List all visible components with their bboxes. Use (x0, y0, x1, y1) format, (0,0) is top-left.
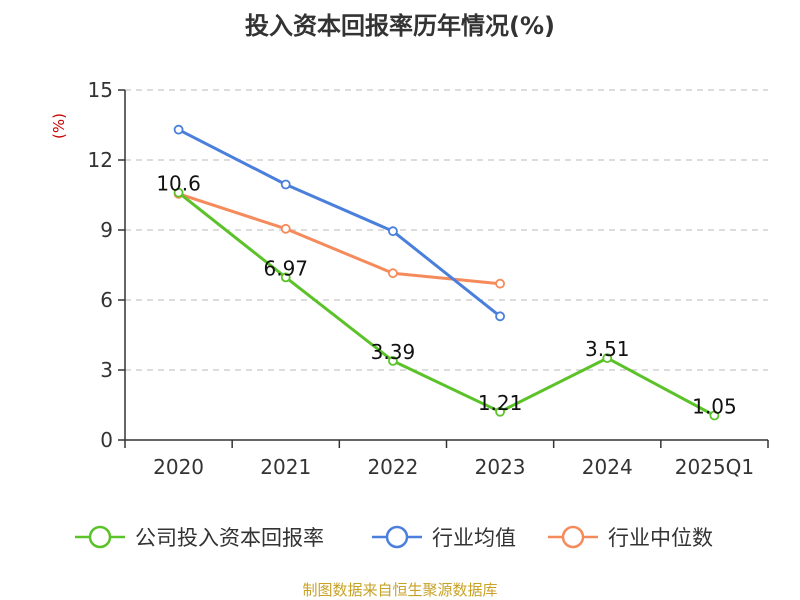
source-note: 制图数据来自恒生聚源数据库 (302, 581, 497, 599)
y-tick-label: 3 (100, 358, 113, 382)
legend-label: 行业均值 (432, 526, 516, 550)
y-tick-label: 0 (100, 428, 113, 452)
legend-marker (385, 525, 409, 549)
x-tick-label: 2021 (260, 455, 311, 479)
data-labels: 10.6 6.97 3.39 1.21 3.51 1.05 (156, 172, 736, 419)
y-tick-label: 15 (88, 78, 113, 102)
data-label: 3.39 (371, 340, 416, 364)
x-tick-label: 2020 (153, 455, 204, 479)
grid (125, 89, 768, 371)
data-label: 6.97 (263, 256, 308, 280)
data-point-0 (280, 272, 291, 283)
data-point-0 (709, 410, 720, 421)
data-label: 1.05 (692, 395, 737, 419)
data-point-1 (280, 179, 291, 190)
y-tick-label: 12 (88, 148, 113, 172)
data-label: 1.21 (478, 391, 523, 415)
y-tick-label: 9 (100, 218, 113, 242)
x-tick-label: 2023 (475, 455, 526, 479)
legend-label: 行业中位数 (608, 526, 713, 550)
data-point-1 (495, 311, 505, 322)
data-point-1 (173, 124, 184, 135)
x-tick-label: 2022 (367, 455, 418, 479)
data-point-0 (173, 187, 184, 198)
y-axis-unit: (%) (50, 113, 68, 139)
series-line-2 (177, 192, 502, 286)
series (173, 124, 720, 421)
data-point-0 (495, 406, 505, 417)
data-label: 3.51 (585, 337, 630, 361)
data-point-0 (388, 355, 398, 366)
chart-title: 投入资本回报率历年情况(%) (245, 12, 555, 40)
legend-marker (88, 525, 112, 549)
data-point-2 (280, 223, 291, 234)
x-tick-label: 2025Q1 (675, 455, 754, 479)
data-point-2 (495, 278, 505, 289)
series-line-1 (177, 128, 502, 318)
legend-marker (561, 525, 585, 549)
data-label: 10.6 (156, 172, 201, 196)
x-tick-label: 2024 (582, 455, 633, 479)
data-point-2 (388, 268, 398, 279)
axes: 0 3 6 9 12 15 2020 2021 2022 2023 2024 2025Q1 (88, 78, 769, 479)
y-tick-label: 6 (100, 288, 113, 312)
data-point-1 (388, 226, 398, 237)
legend: 公司投入资本回报率 行业均值 行业中位数 (75, 525, 713, 550)
data-point-0 (602, 353, 613, 364)
series-line-0 (177, 191, 716, 417)
legend-label: 公司投入资本回报率 (135, 526, 324, 550)
